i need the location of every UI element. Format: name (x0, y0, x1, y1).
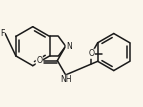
Text: O: O (88, 49, 94, 58)
Text: N: N (66, 42, 72, 51)
Text: F: F (0, 29, 4, 38)
Text: O: O (36, 56, 42, 65)
Text: NH: NH (60, 75, 71, 84)
